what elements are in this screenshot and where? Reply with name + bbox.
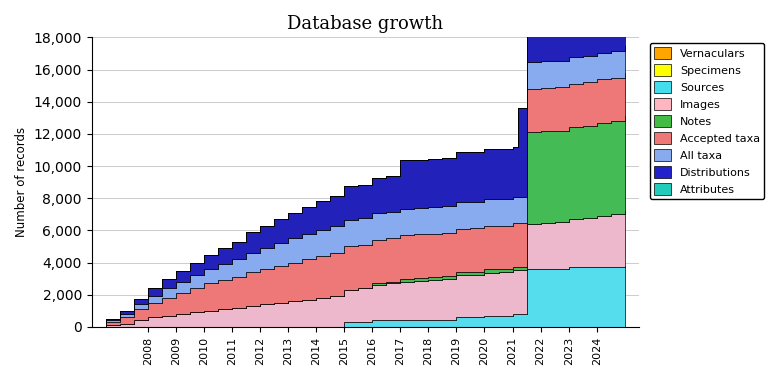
Y-axis label: Number of records: Number of records [15, 127, 28, 237]
Legend: Vernaculars, Specimens, Sources, Images, Notes, Accepted taxa, All taxa, Distrib: Vernaculars, Specimens, Sources, Images,… [650, 43, 764, 199]
Title: Database growth: Database growth [287, 15, 443, 33]
